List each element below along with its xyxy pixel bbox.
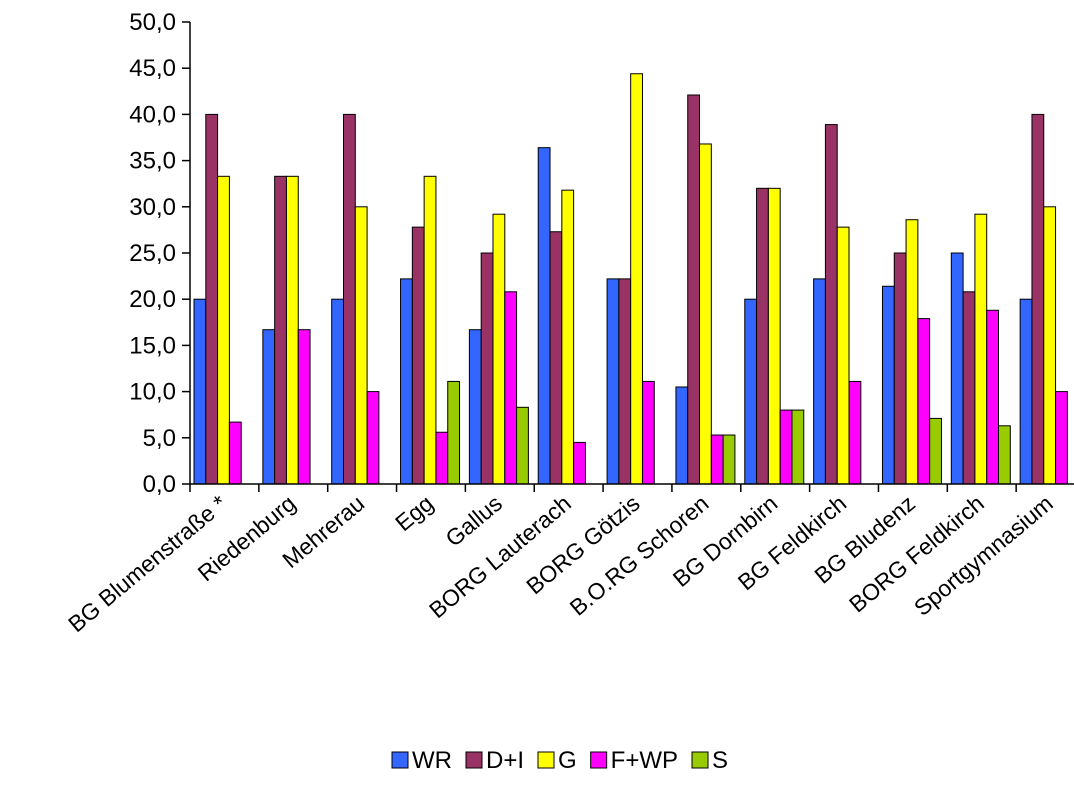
bar-d-i [618,278,632,485]
bar-f-wp [1055,391,1068,485]
bar-g [767,187,781,485]
bar-f-wp [641,380,655,485]
y-tick-label: 40,0 [129,101,176,128]
bar-g [630,73,643,485]
legend-swatch [691,751,709,769]
legend-swatch [391,751,409,769]
bar-s [722,434,736,485]
bar-wr [1019,298,1033,485]
bar-d-i [342,113,356,485]
bar-f-wp [986,309,1000,485]
bar-f-wp [917,318,931,485]
legend: WR D+I G F+WP S [391,747,728,774]
bar-d-i [962,291,976,485]
bar-d-i [824,124,838,485]
y-tick-label: 35,0 [129,148,176,175]
bar-s [929,417,942,485]
bar-f-wp [366,391,380,485]
y-tick-label: 45,0 [129,55,176,82]
bar-g [699,143,712,485]
bar-wr [744,298,758,485]
y-tick-label: 20,0 [129,286,176,313]
bar-g [974,213,988,485]
legend-label: F+WP [611,747,678,774]
bar-g [905,219,919,485]
bar-wr [400,278,413,485]
y-tick-label: 10,0 [129,379,176,406]
bar-d-i [205,113,219,485]
bar-d-i [687,94,701,485]
legend-swatch [590,751,608,769]
bars [193,73,1068,485]
legend-label: D+I [486,747,524,774]
bar-f-wp [573,441,586,485]
bar-d-i [756,187,769,485]
category-label: Egg [390,490,438,536]
y-tick-label: 0,0 [143,471,176,498]
bar-g [354,206,368,485]
bar-wr [675,386,689,485]
legend-label: WR [412,747,452,774]
bar-g [836,226,850,485]
bar-f-wp [504,291,518,485]
y-tick-label: 25,0 [129,240,176,267]
bar-g [217,175,230,485]
y-tick-label: 50,0 [129,9,176,36]
bar-wr [537,147,551,485]
bar-f-wp [848,380,862,485]
bar-wr [468,329,482,485]
y-tick-label: 5,0 [143,425,176,452]
legend-swatch [465,751,483,769]
bar-d-i [274,175,287,485]
bar-s [791,409,805,485]
bar-f-wp [435,431,449,485]
bar-s [998,425,1011,485]
bar-wr [881,285,895,485]
y-tick-label: 15,0 [129,332,176,359]
bar-wr [606,278,620,485]
bar-s [516,406,529,485]
bar-g [561,189,575,485]
bar-s [447,380,461,485]
bar-f-wp [779,409,793,485]
bar-d-i [549,231,563,485]
bar-wr [813,278,826,485]
bar-wr [262,329,276,485]
bar-wr [193,298,207,485]
y-axis: 0,0 5,0 10,0 15,0 20,0 25,0 30,0 35,0 40,0 45,0 50… [129,9,191,498]
legend-label: S [712,747,728,774]
bar-f-wp [710,434,724,485]
bar-wr [331,298,344,485]
bar-g [1043,206,1057,485]
legend-swatch [537,751,555,769]
x-axis [189,483,1074,492]
bar-d-i [411,226,425,485]
bar-wr [950,252,964,485]
bar-g [423,175,437,485]
bar-d-i [893,252,907,485]
bar-g [492,213,506,485]
legend-label: G [558,747,577,774]
bar-f-wp [297,329,311,485]
bar-d-i [480,252,494,485]
bar-g [285,175,299,485]
bar-f-wp [228,421,242,485]
bar-d-i [1031,113,1045,485]
y-tick-label: 30,0 [129,194,176,221]
